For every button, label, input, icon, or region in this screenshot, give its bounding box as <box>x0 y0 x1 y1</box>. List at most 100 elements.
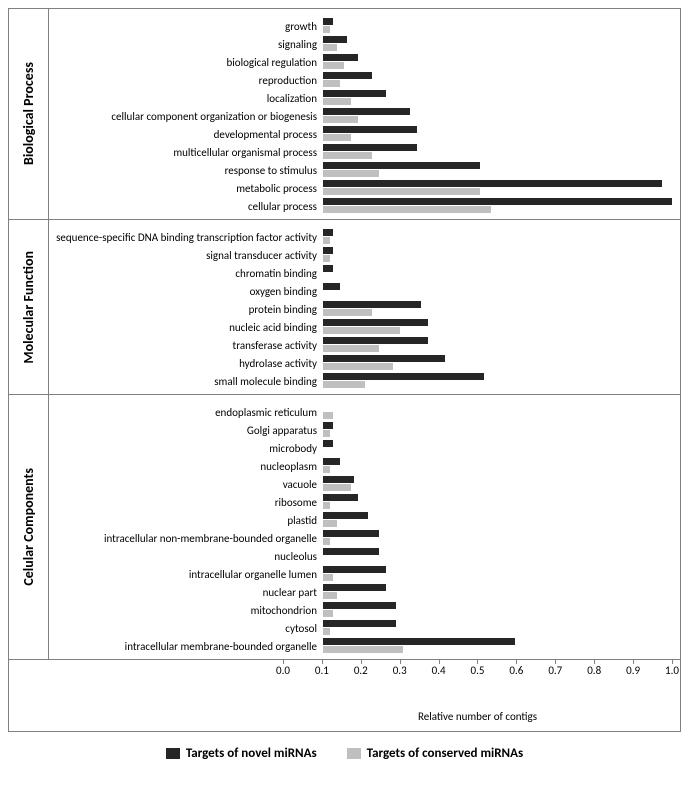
bar-group <box>323 336 672 354</box>
bar-novel <box>323 458 340 465</box>
x-tick: 0.1 <box>315 664 329 677</box>
category-label: transferase activity <box>53 339 323 352</box>
category-label: developmental process <box>53 128 323 141</box>
category-label: multicellular organismal process <box>53 146 323 159</box>
bar-conserved <box>323 345 379 352</box>
bar-group <box>323 143 672 161</box>
category-row: plastid <box>53 511 672 529</box>
bar-conserved <box>323 80 340 87</box>
category-row: intracellular non-membrane-bounded organ… <box>53 529 672 547</box>
bar-conserved <box>323 170 379 177</box>
category-label: chromatin binding <box>53 267 323 280</box>
bar-group <box>323 372 672 390</box>
bar-conserved <box>323 152 372 159</box>
bar-conserved <box>323 628 330 635</box>
category-label: localization <box>53 92 323 105</box>
panel-title: Biological Process <box>9 9 49 219</box>
bar-novel <box>323 229 333 236</box>
bar-group <box>323 246 672 264</box>
legend-item-novel: Targets of novel miRNAs <box>166 746 317 761</box>
bar-novel <box>323 72 372 79</box>
category-row: intracellular organelle lumen <box>53 565 672 583</box>
legend: Targets of novel miRNAs Targets of conse… <box>8 732 681 767</box>
bar-novel <box>323 512 368 519</box>
legend-label-novel: Targets of novel miRNAs <box>186 746 317 761</box>
bar-group <box>323 300 672 318</box>
category-row: biological regulation <box>53 53 672 71</box>
x-tick: 0.8 <box>587 664 601 677</box>
category-row: chromatin binding <box>53 264 672 282</box>
bar-conserved <box>323 26 330 33</box>
bar-conserved <box>323 610 333 617</box>
bar-group <box>323 439 672 457</box>
x-tick: 0.7 <box>548 664 562 677</box>
category-row: nucleolus <box>53 547 672 565</box>
chart-area: endoplasmic reticulumGolgi apparatusmicr… <box>49 395 680 659</box>
bar-novel <box>323 373 484 380</box>
bar-group <box>323 197 672 215</box>
bar-group <box>323 17 672 35</box>
category-label: Golgi apparatus <box>53 424 323 437</box>
bar-novel <box>323 180 662 187</box>
chart-area: sequence-specific DNA binding transcript… <box>49 220 680 394</box>
category-row: metabolic process <box>53 179 672 197</box>
category-label: sequence-specific DNA binding transcript… <box>53 231 323 244</box>
bar-group <box>323 457 672 475</box>
legend-item-conserved: Targets of conserved miRNAs <box>347 746 524 761</box>
category-row: nucleoplasm <box>53 457 672 475</box>
x-tick: 1.0 <box>665 664 679 677</box>
bar-conserved <box>323 134 351 141</box>
x-tick: 0.0 <box>276 664 290 677</box>
category-label: biological regulation <box>53 56 323 69</box>
x-axis-ticks: 0.00.10.20.30.40.50.60.70.80.91.0 <box>283 664 672 696</box>
bar-group <box>323 421 672 439</box>
bar-group <box>323 565 672 583</box>
bar-group <box>323 89 672 107</box>
panel: Molecular Functionsequence-specific DNA … <box>9 220 680 395</box>
bar-conserved <box>323 538 330 545</box>
bar-novel <box>323 162 480 169</box>
category-row: mitochondrion <box>53 601 672 619</box>
category-row: endoplasmic reticulum <box>53 403 672 421</box>
bar-novel <box>323 36 347 43</box>
bar-conserved <box>323 502 330 509</box>
bar-conserved <box>323 646 403 653</box>
bar-conserved <box>323 98 351 105</box>
category-label: plastid <box>53 514 323 527</box>
bar-conserved <box>323 206 491 213</box>
category-label: growth <box>53 20 323 33</box>
category-label: nucleoplasm <box>53 460 323 473</box>
bar-novel <box>323 602 396 609</box>
chart-container: Biological Processgrowthsignalingbiologi… <box>8 8 681 732</box>
x-axis-title: Relative number of contigs <box>283 710 672 723</box>
category-label: ribosome <box>53 496 323 509</box>
category-label: endoplasmic reticulum <box>53 406 323 419</box>
bar-novel <box>323 494 358 501</box>
bar-group <box>323 354 672 372</box>
bar-novel <box>323 584 386 591</box>
bar-group <box>323 228 672 246</box>
bar-novel <box>323 530 379 537</box>
bar-novel <box>323 440 333 447</box>
bar-conserved <box>323 44 337 51</box>
bar-conserved <box>323 430 330 437</box>
panel-title: Celular Components <box>9 395 49 659</box>
x-tick: 0.6 <box>509 664 523 677</box>
bar-group <box>323 475 672 493</box>
category-label: nucleolus <box>53 550 323 563</box>
x-tick: 0.5 <box>471 664 485 677</box>
bar-conserved <box>323 592 337 599</box>
category-label: cellular component organization or bioge… <box>53 110 323 123</box>
bar-novel <box>323 620 396 627</box>
category-row: localization <box>53 89 672 107</box>
bar-novel <box>323 247 333 254</box>
chart-area: growthsignalingbiological regulationrepr… <box>49 9 680 219</box>
category-row: hydrolase activity <box>53 354 672 372</box>
category-label: signal transducer activity <box>53 249 323 262</box>
bar-novel <box>323 355 445 362</box>
bar-novel <box>323 319 428 326</box>
category-label: intracellular organelle lumen <box>53 568 323 581</box>
legend-label-conserved: Targets of conserved miRNAs <box>367 746 524 761</box>
category-row: response to stimulus <box>53 161 672 179</box>
category-row: sequence-specific DNA binding transcript… <box>53 228 672 246</box>
